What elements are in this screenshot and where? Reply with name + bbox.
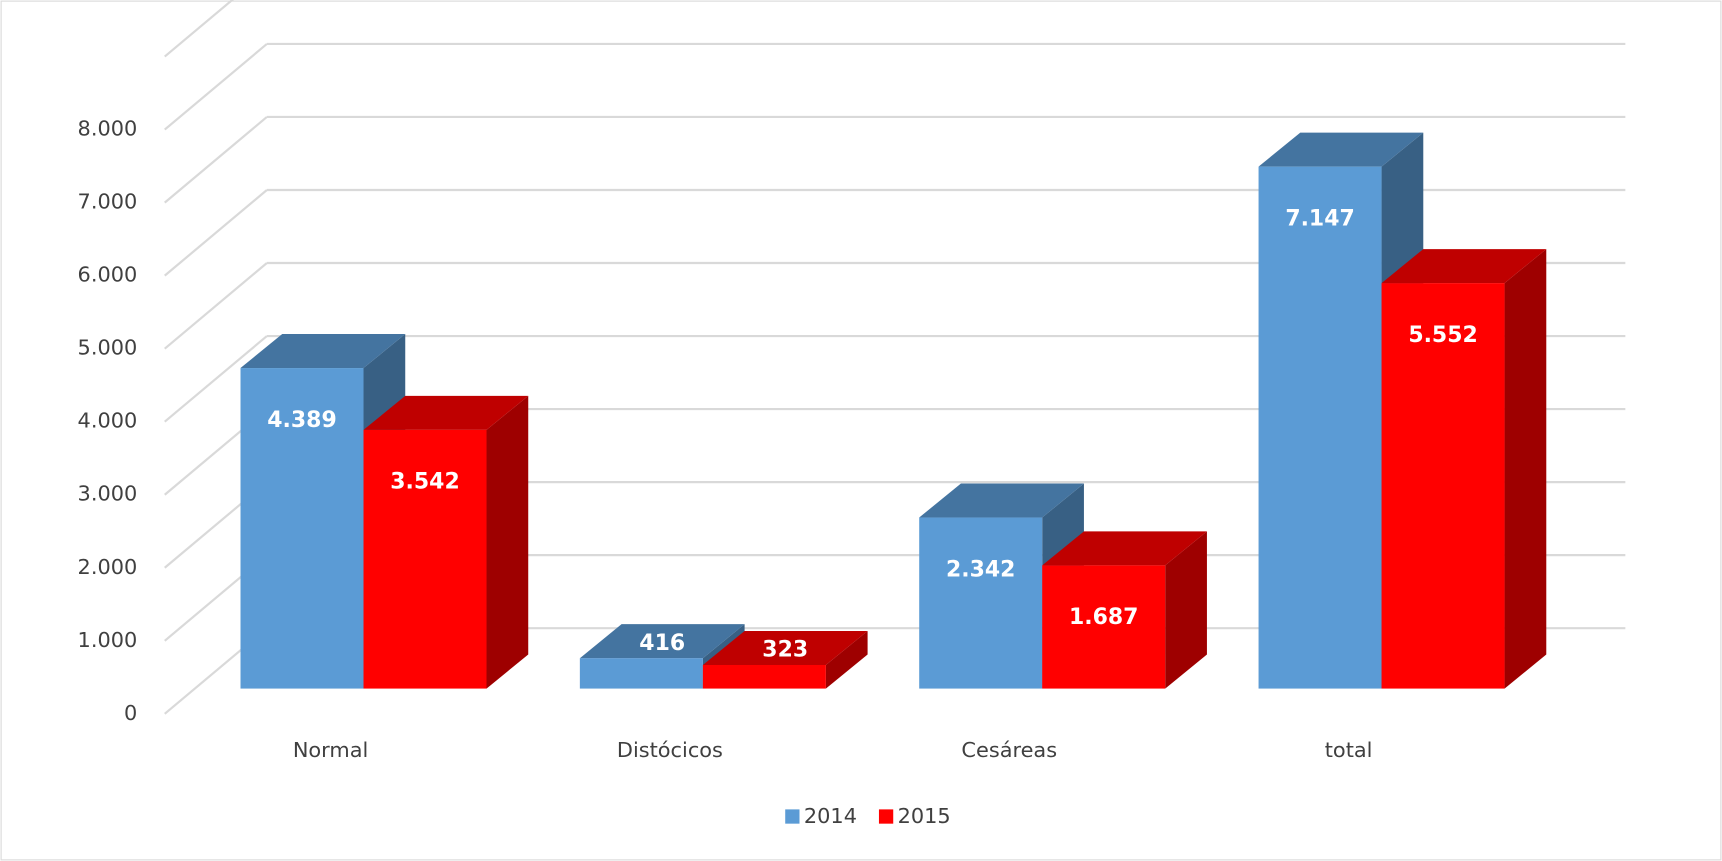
- bar: [919, 517, 1043, 689]
- bar: [702, 664, 826, 689]
- bar-top: [579, 624, 745, 659]
- bar: [579, 658, 703, 689]
- data-label: 323: [762, 638, 808, 663]
- bar-top: [1381, 249, 1547, 284]
- bar-top: [1258, 132, 1424, 167]
- grid-line: [164, 335, 268, 423]
- x-tick-label: Cesáreas: [961, 738, 1057, 762]
- data-label: 3.542: [390, 470, 459, 495]
- x-tick-label: total: [1325, 738, 1373, 762]
- bar: [1042, 565, 1166, 689]
- x-tick-label: Normal: [293, 738, 368, 762]
- bar-top: [1042, 531, 1207, 566]
- y-tick-label: 1.000: [78, 628, 138, 652]
- grid-line: [164, 189, 268, 277]
- data-label: 7.147: [1285, 206, 1354, 231]
- data-label: 416: [639, 631, 685, 656]
- legend-label: 2015: [898, 804, 951, 828]
- data-label: 1.687: [1069, 605, 1138, 630]
- bar-side: [1504, 249, 1547, 689]
- legend-label: 2014: [804, 804, 857, 828]
- bar: [1258, 166, 1382, 689]
- y-tick-label: 8.000: [78, 117, 138, 141]
- x-tick-label: Distócicos: [617, 738, 723, 762]
- y-tick-label: 5.000: [78, 336, 138, 360]
- bar-top: [240, 334, 406, 369]
- bar-side: [486, 395, 529, 689]
- y-tick-label: 3.000: [78, 482, 138, 506]
- bar: [1381, 283, 1505, 689]
- legend-swatch: [785, 809, 800, 824]
- y-tick-label: 4.000: [78, 409, 138, 433]
- bar-side: [1165, 531, 1207, 689]
- data-label: 5.552: [1408, 323, 1477, 348]
- bar-side: [825, 630, 868, 689]
- bar-top: [919, 483, 1084, 518]
- y-tick-label: 7.000: [78, 190, 138, 214]
- data-label: 2.342: [946, 557, 1015, 582]
- legend-swatch: [878, 809, 894, 824]
- grid-line: [164, 116, 268, 204]
- data-label: 4.389: [267, 408, 336, 433]
- bar-top: [363, 395, 529, 430]
- bar: [240, 368, 364, 689]
- grid-line: [164, 262, 268, 350]
- grid-line: [164, 0, 234, 58]
- y-tick-label: 2.000: [78, 555, 138, 579]
- bar: [363, 429, 487, 689]
- y-tick-label: 0: [124, 701, 137, 725]
- bar-top: [702, 630, 868, 665]
- y-tick-label: 6.000: [78, 263, 138, 287]
- grid-line: [164, 43, 268, 131]
